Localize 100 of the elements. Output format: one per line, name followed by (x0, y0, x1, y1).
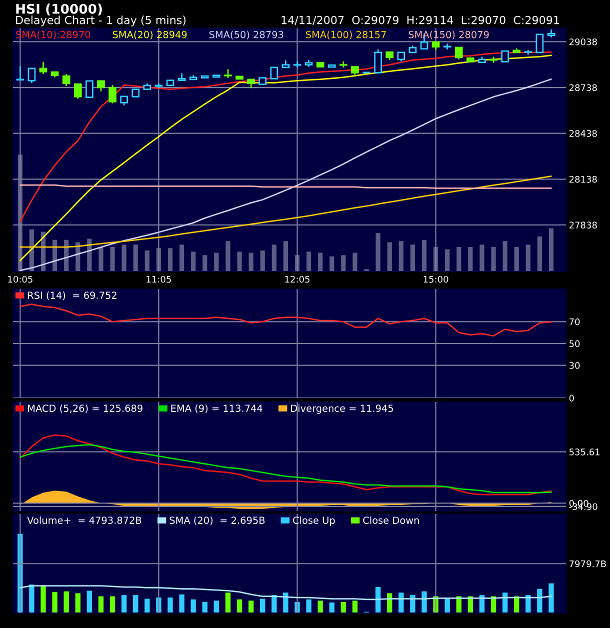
y-tick-label: 70 (570, 318, 580, 326)
x-tick-label: 12:05 (285, 276, 310, 283)
line-series (19, 304, 552, 337)
bar (398, 241, 404, 272)
bar (283, 241, 288, 272)
bar (191, 252, 196, 272)
bar (236, 599, 242, 613)
line-series (19, 434, 552, 496)
bar (260, 598, 266, 613)
line-series (19, 78, 552, 272)
bar (110, 246, 115, 272)
y-tick-label: 30 (569, 362, 580, 369)
bar (64, 591, 69, 613)
legend-label: Close Up (293, 516, 335, 526)
x-tick-label: 15:00 (424, 276, 448, 283)
y-tick-label: 0 (569, 394, 574, 402)
bar (75, 593, 80, 613)
bar (480, 244, 484, 272)
bar (202, 255, 208, 272)
y-tick-label: 28438 (569, 130, 597, 137)
legend-label: Divergence = 11.945 (291, 404, 393, 414)
bar (260, 250, 265, 272)
y-tick-label: 28738 (569, 84, 597, 92)
y-tick-label: 535.61 (569, 448, 600, 456)
bar (272, 244, 276, 272)
text: 14/11/2007 O:29079 H:29114 L:29070 C:29091 (282, 16, 559, 26)
text: SMA(50) 28793 (209, 30, 284, 40)
bar (214, 600, 220, 613)
bar (226, 241, 230, 272)
y-tick-label: 29038 (569, 38, 597, 46)
bar (144, 598, 150, 613)
legend-label: RSI (14) = 69.752 (28, 291, 116, 300)
bar (248, 600, 254, 613)
bar (330, 256, 334, 272)
candlestick (270, 66, 278, 80)
candlestick (501, 50, 509, 62)
bar (340, 602, 346, 613)
bar (422, 591, 427, 613)
chart-title: HSI (10000) (16, 4, 102, 16)
bar (52, 592, 58, 613)
candlestick (86, 80, 94, 98)
bar (514, 246, 519, 272)
candlestick (432, 41, 440, 50)
candlestick (189, 75, 198, 80)
candlestick (200, 75, 209, 78)
bar (502, 241, 508, 272)
bar (444, 598, 450, 613)
bar (214, 252, 219, 272)
candlestick (154, 83, 163, 88)
bar (318, 600, 323, 613)
candlestick (62, 74, 70, 86)
legend-label: SMA (20) = 2.695B (170, 516, 265, 526)
bar (445, 249, 450, 272)
candlestick (339, 61, 348, 68)
y-tick-label: 7979.7B (570, 560, 606, 568)
y-tick-label: 50 (569, 340, 580, 348)
bar (548, 228, 554, 272)
bar (526, 244, 530, 272)
bar (179, 594, 184, 613)
bar (422, 240, 427, 272)
text: SMA(20) 28949 (112, 30, 187, 40)
candlestick (386, 51, 394, 60)
chart-subtitle: Delayed Chart - 1 day (5 mins) (16, 16, 186, 26)
bar (98, 596, 104, 613)
bar (202, 602, 208, 613)
candlestick (166, 80, 174, 86)
x-tick-label: 11:05 (146, 276, 171, 283)
candlestick (178, 73, 186, 82)
bar (168, 598, 173, 613)
bar (548, 583, 554, 613)
bar (110, 596, 116, 613)
bar (190, 599, 196, 613)
line-series (19, 444, 552, 494)
y-tick-label: 28138 (569, 176, 597, 183)
bar (352, 252, 358, 272)
candlestick (443, 44, 452, 50)
candlestick (258, 77, 267, 86)
legend-title: Volume+ = 4793.872B (27, 516, 142, 524)
bar (410, 244, 415, 272)
bar (98, 246, 104, 272)
candlestick (28, 68, 36, 84)
candlestick (132, 88, 140, 98)
text: SMA(100) 28157 (306, 30, 386, 40)
candlestick (236, 76, 244, 80)
candlestick (293, 61, 302, 68)
bar (306, 252, 312, 272)
bar (122, 244, 126, 272)
bar (283, 592, 288, 613)
bar (86, 590, 92, 613)
x-tick-label: 10:05 (8, 276, 32, 283)
candlestick (39, 62, 48, 74)
candlestick (304, 60, 313, 67)
line-series (19, 51, 552, 222)
bar (29, 584, 34, 613)
text: SMA(150) 28079 (408, 30, 489, 40)
bar (468, 246, 473, 272)
bar (376, 232, 380, 272)
candlestick (466, 57, 474, 62)
bar (410, 595, 416, 613)
candlestick (50, 71, 59, 78)
